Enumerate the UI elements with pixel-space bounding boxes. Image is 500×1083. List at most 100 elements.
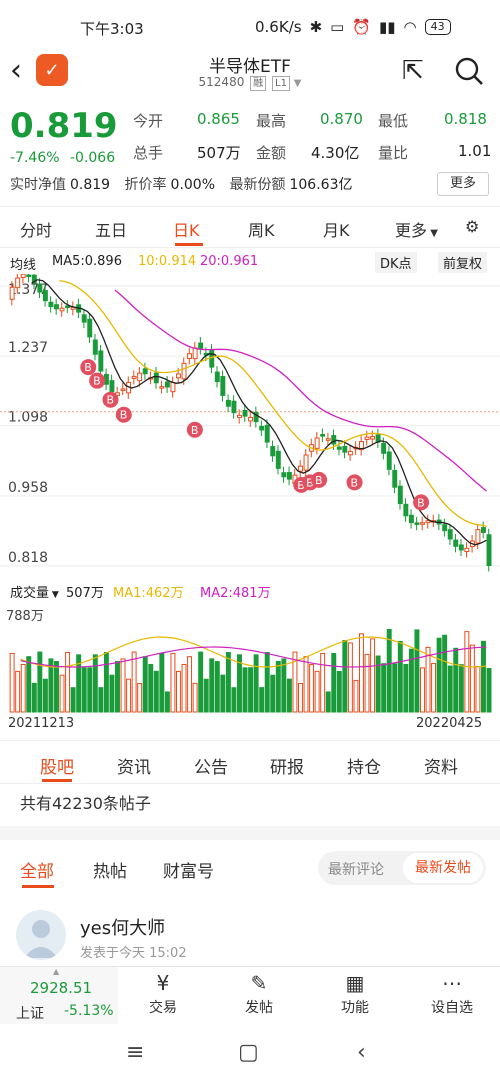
candle [408,514,414,524]
volume-bar [486,668,492,713]
adjust-button[interactable]: 前复权 [438,252,488,273]
candle [59,307,65,312]
candle [253,412,259,423]
volume-bar [76,654,82,713]
candle [170,382,176,393]
tab-wealth[interactable]: 财富号 [163,862,214,882]
volume-bar [275,660,281,713]
open-value: 0.865 [197,110,240,128]
dk-button[interactable]: DK点 [375,252,417,273]
volume-bar [364,653,370,713]
volume-chart[interactable]: 788万 [0,602,500,714]
tab-daily-k[interactable]: 日K [173,221,200,240]
post-author[interactable]: yes何大师 [80,918,166,939]
tab-more[interactable]: 更多 ▼ [395,221,438,240]
tab-holdings[interactable]: 持仓 [347,758,381,778]
volume-bar [153,670,159,713]
ma-label[interactable]: 均线 [10,258,37,273]
more-button[interactable]: 更多 [437,172,489,196]
tab-guba[interactable]: 股吧 [40,758,74,778]
margin-tag: 融 [250,76,267,91]
tab-monthly-k[interactable]: 月K [323,221,350,240]
add-watchlist-button[interactable]: ⋯ 设自选 [412,969,492,1025]
vibrate-icon: ▭ [330,18,345,36]
hand-field: 总手 [133,144,164,162]
candle [142,368,148,375]
home-icon[interactable]: ▢ [238,1040,259,1065]
menu-icon[interactable]: ≡ [126,1040,145,1065]
volume-bar [253,654,259,713]
volume-bar [375,655,381,713]
volume-bar [347,642,353,713]
low-field: 最低 [378,112,409,130]
avatar[interactable] [16,910,66,960]
last-price: 0.819 [10,106,118,146]
settings-icon[interactable]: ⚙ [465,217,480,236]
volume-bar [98,687,104,713]
volume-label[interactable]: 成交量 ▼ [10,586,59,601]
candle [386,451,392,470]
candle [264,424,270,443]
tab-research[interactable]: 研报 [270,758,304,778]
price-change: -7.46% -0.066 [10,150,115,166]
open-field: 今开 [133,112,164,130]
discount-value: 0.00% [170,177,216,193]
candle [65,305,71,309]
candle [303,454,309,471]
tab-profile[interactable]: 资料 [424,758,458,778]
battery-icon: 43 [424,19,451,35]
shares-value: 106.63亿 [289,177,353,193]
candle [9,286,15,300]
tab-news[interactable]: 资讯 [117,758,151,778]
volume-bar [475,666,481,713]
candle [475,529,481,544]
section-divider [0,826,500,840]
hand-value: 507万 [197,144,241,162]
candle [420,522,425,525]
volume-bar [392,663,398,713]
tab-five-day[interactable]: 五日 [95,221,128,240]
candle [447,529,453,540]
candle [20,274,26,278]
buy-marker: B [102,391,119,408]
post-item[interactable]: yes何大师 发表于今天 15:02 [0,900,500,966]
back-icon[interactable]: ‹ [10,53,22,88]
candle [314,437,320,449]
high-field: 最高 [256,112,287,130]
sort-latest-comment[interactable]: 最新评论 [328,862,384,878]
svg-text:B: B [106,394,114,407]
candle [347,450,353,456]
volume-bar [120,658,126,713]
chevron-down-icon[interactable]: ▼ [293,78,302,89]
svg-text:B: B [297,479,305,492]
nav-row: 实时净值 0.819 折价率 0.00% 最新份额 106.63亿 [10,174,352,194]
buy-marker: B [346,474,363,491]
post-button[interactable]: ✎ 发帖 [219,969,299,1025]
status-bar: 下午3:03 0.6K/s ✱ ▭ ⏰ ▮▮ ◠ 43 [0,0,500,44]
tab-all[interactable]: 全部 [20,862,54,882]
post-time: 发表于今天 15:02 [80,946,187,961]
volume-bar [242,667,248,713]
tab-hot[interactable]: 热帖 [93,862,127,882]
sort-latest-post[interactable]: 最新发帖 [403,853,483,883]
function-button[interactable]: ▦ 功能 [315,969,395,1025]
candle [458,544,464,551]
candle [392,470,398,488]
tab-intraday[interactable]: 分时 [20,221,53,240]
level-tag[interactable]: L1 [272,76,290,91]
search-icon[interactable] [454,56,484,93]
volume-bar [408,648,414,713]
share-icon[interactable]: ⇱ [402,56,424,86]
index-ticker[interactable]: ▲ 2928.51 上证 -5.13% [0,967,118,1025]
candle [286,472,292,480]
trade-button[interactable]: ¥ 交易 [123,969,203,1025]
tab-weekly-k[interactable]: 周K [248,221,275,240]
back-nav-icon[interactable]: ‹ [357,1040,366,1065]
volume-bar [42,678,48,713]
ma5-value: MA5:0.896 [52,254,122,269]
tab-announcements[interactable]: 公告 [194,758,228,778]
volume-bar [209,658,215,713]
candle [225,399,231,407]
volume-bar [220,674,226,713]
